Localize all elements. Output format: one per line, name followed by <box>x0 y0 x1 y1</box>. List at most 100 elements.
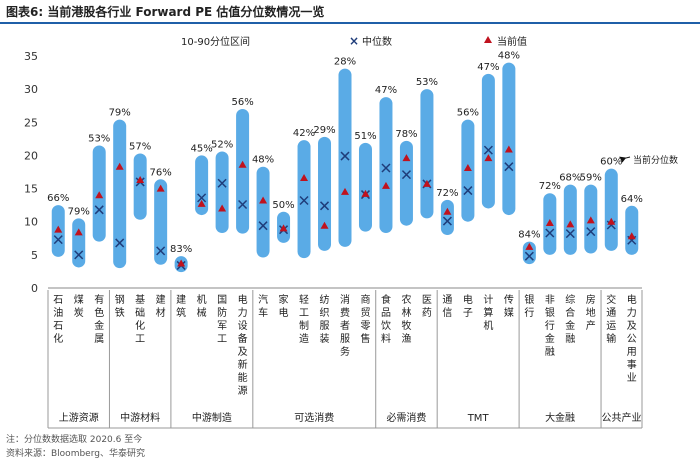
category-label-char: 农 <box>401 293 411 306</box>
category-label-char: 医 <box>422 294 432 306</box>
category-label-char: 信 <box>442 307 452 319</box>
percentile-label: 72% <box>539 181 561 192</box>
range-bar <box>481 73 495 209</box>
median-marker <box>197 193 207 203</box>
legend-current-label: 当前值 <box>497 35 527 48</box>
percentile-label: 53% <box>88 133 110 144</box>
category-label-char: 售 <box>360 332 370 345</box>
source-note: 资料来源：Bloomberg、华泰研究 <box>6 449 145 459</box>
median-marker <box>483 145 493 155</box>
current-marker <box>607 217 616 225</box>
range-bar <box>297 140 311 259</box>
current-marker <box>525 242 534 250</box>
current-marker <box>156 184 165 192</box>
median-marker <box>238 199 248 210</box>
percentile-label: 51% <box>354 131 376 142</box>
range-bar <box>625 205 639 255</box>
category-label-char: 铁 <box>115 306 125 319</box>
category-label-char: 地 <box>586 306 596 319</box>
category-label-char: 础 <box>135 307 145 319</box>
y-tick-label: 20 <box>24 149 38 162</box>
percentile-label: 59% <box>580 173 602 184</box>
category-label-char: 传 <box>504 294 514 306</box>
category-label-char: 汽 <box>258 293 268 306</box>
category-label-char: 品 <box>381 307 391 319</box>
category-label-char: 造 <box>299 332 309 345</box>
median-marker <box>524 251 534 261</box>
category-label-char: 军 <box>217 320 227 332</box>
range-bar <box>215 151 229 233</box>
category-label-char: 非 <box>545 294 555 306</box>
range-bar <box>502 62 516 216</box>
current-marker <box>484 154 493 162</box>
category-label-char: 化 <box>135 319 145 332</box>
percentile-label: 28% <box>334 57 356 68</box>
range-bar <box>256 166 270 258</box>
range-bar <box>113 119 127 269</box>
category-label-char: 电 <box>627 293 637 306</box>
category-label-char: 备 <box>238 332 248 345</box>
group-label: 可选消费 <box>294 411 334 424</box>
median-marker <box>381 163 391 173</box>
category-label-char: 石 <box>53 295 63 306</box>
category-label-char: 消 <box>340 293 350 306</box>
category-label-char: 房 <box>586 293 596 306</box>
y-tick-label: 10 <box>24 216 38 229</box>
category-label-char: 家 <box>279 293 289 306</box>
range-bar <box>399 140 413 226</box>
median-marker <box>53 235 63 245</box>
percentile-label: 64% <box>621 194 643 205</box>
median-marker <box>299 195 309 206</box>
legend-range-label: 10-90分位区间 <box>181 35 250 48</box>
category-label-char: 织 <box>320 307 330 319</box>
category-label-char: 有 <box>94 293 104 306</box>
percentile-label: 79% <box>68 206 90 217</box>
current-marker <box>341 187 349 195</box>
percentile-label: 56% <box>457 108 479 119</box>
category-label-char: 计 <box>483 293 493 306</box>
category-label-char: 通 <box>606 307 616 319</box>
current-marker <box>402 154 411 162</box>
category-label-char: 融 <box>545 346 555 358</box>
category-label-char: 电 <box>279 306 289 319</box>
range-bar <box>318 136 332 251</box>
category-label-char: 输 <box>606 332 616 345</box>
y-tick-label: 5 <box>31 249 38 262</box>
category-label-char: 行 <box>545 319 555 332</box>
category-label-char: 及 <box>238 346 248 358</box>
category-label-char: 用 <box>627 347 637 358</box>
category-label-char: 源 <box>238 384 248 397</box>
category-label-char: 服 <box>320 320 330 332</box>
current-marker <box>300 173 309 181</box>
range-bar <box>604 168 618 251</box>
group-label: 大金融 <box>545 411 575 424</box>
current-marker <box>422 179 431 187</box>
range-bar <box>154 179 168 265</box>
current-marker <box>54 225 63 233</box>
category-label-char: 工 <box>135 334 145 345</box>
median-marker <box>442 216 452 226</box>
range-bar <box>379 97 393 233</box>
category-label-char: 饮 <box>381 319 391 332</box>
category-label-char: 能 <box>238 371 248 384</box>
median-marker <box>401 170 411 180</box>
percentile-label: 60% <box>600 157 622 168</box>
group-label: 公共产业 <box>602 411 642 424</box>
current-marker <box>95 191 104 199</box>
category-label-char: 药 <box>422 307 432 319</box>
annotation-label: 当前分位数 <box>633 154 678 166</box>
category-label-char: 装 <box>320 332 330 345</box>
current-marker <box>463 164 472 172</box>
percentile-label: 84% <box>518 230 540 241</box>
current-marker <box>381 181 390 189</box>
category-label-char: 建 <box>176 293 186 306</box>
category-label-char: 油 <box>53 306 63 319</box>
median-marker <box>565 229 575 239</box>
percentile-label: 47% <box>375 85 397 96</box>
range-bar <box>72 218 86 268</box>
category-label-char: 工 <box>299 308 309 319</box>
percentile-label: 47% <box>477 62 499 73</box>
range-bar <box>133 153 147 220</box>
category-label-char: 媒 <box>504 307 514 319</box>
percentile-label: 72% <box>436 188 458 199</box>
